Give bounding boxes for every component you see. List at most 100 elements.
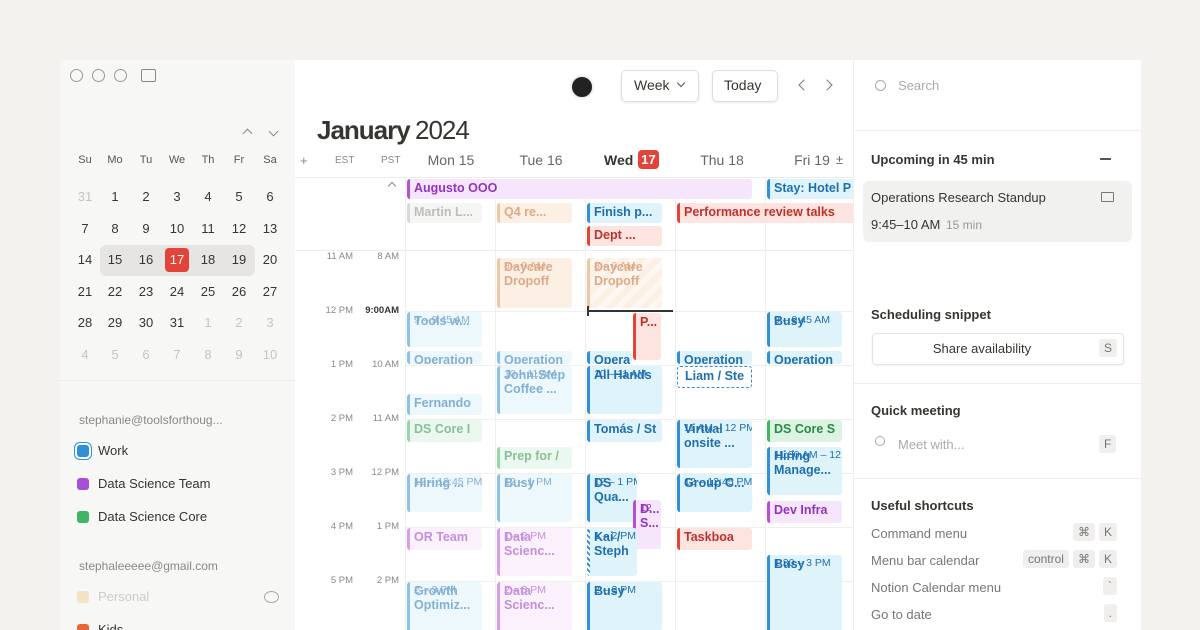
event[interactable]: Operation (407, 351, 482, 364)
view-button[interactable] (621, 70, 699, 102)
event[interactable]: DS Core I (407, 420, 482, 442)
today-button[interactable] (712, 70, 778, 102)
event[interactable]: Operation (767, 351, 842, 364)
date[interactable]: 1 (111, 189, 119, 204)
day-header[interactable]: Fri 19 (794, 152, 830, 168)
event[interactable]: Busy 2 – 3 PM (587, 582, 662, 630)
date[interactable]: 22 (107, 284, 123, 299)
date[interactable]: 25 (200, 284, 216, 299)
event[interactable]: Performance review talks (677, 203, 853, 223)
search-input[interactable]: Search (898, 78, 940, 93)
event[interactable]: Kai / Steph 1 – 2 PM (587, 528, 637, 576)
date[interactable]: 9 (235, 347, 243, 362)
date[interactable]: 2 (142, 189, 150, 204)
event[interactable]: Hiring ... 12 – 12:45 PM (407, 474, 482, 512)
date[interactable]: 29 (107, 315, 123, 330)
calendar-name[interactable]: Work (98, 443, 129, 458)
event[interactable]: DS Core S (767, 420, 842, 442)
calendar-swatch[interactable] (77, 624, 89, 630)
event[interactable]: DS Qua...12 – 1 PM (587, 474, 637, 522)
event[interactable]: OR Team (407, 528, 482, 550)
date[interactable]: 21 (77, 284, 93, 299)
date[interactable]: 17 (169, 252, 185, 267)
calendar-name[interactable]: Data Science Team (98, 476, 211, 491)
date[interactable]: 23 (138, 284, 154, 299)
date[interactable]: 10 (169, 221, 185, 236)
day-header[interactable]: Mon 15 (427, 152, 475, 168)
event[interactable]: Tomás / St (587, 420, 662, 442)
date[interactable]: 3 (173, 189, 181, 204)
calendar-name[interactable]: Data Science Core (98, 509, 208, 524)
date[interactable]: 8 (204, 347, 212, 362)
date[interactable]: 16 (138, 252, 154, 267)
collapse-allday[interactable] (387, 181, 397, 191)
date[interactable]: 5 (111, 347, 119, 362)
date[interactable]: 10 (262, 347, 278, 362)
meet-input[interactable]: Meet with... (898, 437, 965, 452)
calendar-swatch[interactable] (77, 591, 89, 603)
share-button[interactable] (872, 333, 1124, 365)
date[interactable]: 4 (204, 189, 212, 204)
event[interactable]: Data Scienc... 2 – 3 PM (497, 582, 572, 630)
calendar-swatch[interactable] (77, 445, 89, 457)
event[interactable]: Growth Optimiz... 2 – 3 PM (407, 582, 482, 630)
event[interactable]: Fernando (407, 394, 482, 415)
date[interactable]: 28 (77, 315, 93, 330)
event[interactable]: Liam / Ste (677, 366, 752, 388)
date[interactable]: 3 (266, 315, 274, 330)
event[interactable]: Prep for / (497, 447, 572, 469)
date[interactable]: 18 (200, 252, 216, 267)
event[interactable]: Augusto OOO (407, 179, 752, 199)
event[interactable]: John:Step Coffee ... 10 – 11 AM (497, 366, 572, 414)
prev-arrow[interactable] (798, 79, 810, 91)
date[interactable]: 5 (235, 189, 243, 204)
event[interactable]: Busy 12 – 1 PM (497, 474, 572, 522)
date[interactable]: 2 (235, 315, 243, 330)
date[interactable]: 15 (107, 252, 123, 267)
event[interactable]: Q4 re... (497, 203, 572, 223)
event[interactable]: D... S... 12 (633, 500, 661, 549)
day-header[interactable]: Tue 16 (519, 152, 563, 168)
next-arrow[interactable] (821, 79, 833, 91)
date[interactable]: 30 (138, 315, 154, 330)
date[interactable]: 14 (77, 252, 93, 267)
date[interactable]: 26 (231, 284, 247, 299)
event[interactable]: Finish p... (587, 203, 662, 223)
event[interactable]: Hiring Manage...11:30 AM – 12... (767, 447, 842, 495)
date[interactable]: 8 (111, 221, 119, 236)
window-button[interactable] (114, 69, 127, 82)
date[interactable]: 4 (81, 347, 89, 362)
date[interactable]: 31 (77, 189, 93, 204)
event[interactable]: Taskboa (677, 528, 752, 550)
event[interactable]: P... (633, 313, 661, 360)
event[interactable]: Dept ... (587, 226, 662, 246)
more-days[interactable]: ± (836, 152, 844, 167)
event[interactable]: Martin L... (407, 203, 482, 223)
date[interactable]: 7 (173, 347, 181, 362)
event[interactable]: Daycare Dropoff 8 – 9 AM (497, 258, 572, 308)
add-timezone[interactable]: + (300, 153, 308, 168)
calendar-name[interactable]: Personal (98, 589, 150, 604)
sidebar-toggle[interactable] (141, 69, 156, 82)
event[interactable]: Dev Infra (767, 501, 842, 523)
date[interactable]: 24 (169, 284, 185, 299)
event[interactable]: All Hands 10 – 11 AM (587, 366, 662, 414)
event[interactable]: Group C... 12 – 12:45 PM (677, 474, 752, 512)
date[interactable]: 12 (231, 221, 247, 236)
event[interactable]: Data Scienc... 1 – 2 PM (497, 528, 572, 576)
day-header[interactable]: Wed (604, 152, 634, 168)
event[interactable]: Tools w... 9 – 9:45 AM (407, 312, 482, 347)
calendar-name[interactable]: Kids (98, 622, 124, 630)
date[interactable]: 11 (201, 221, 215, 236)
calendar-swatch[interactable] (77, 478, 89, 490)
date[interactable]: 7 (81, 221, 89, 236)
window-button[interactable] (70, 69, 83, 82)
date[interactable]: 19 (231, 252, 247, 267)
date[interactable]: 6 (266, 189, 274, 204)
date[interactable]: 9 (142, 221, 150, 236)
date[interactable]: 13 (262, 221, 278, 236)
event[interactable]: Daycare Dropoff 8 – 9 AM (587, 258, 662, 308)
date[interactable]: 31 (169, 315, 185, 330)
event[interactable]: Opera (587, 351, 632, 364)
date[interactable]: 6 (142, 347, 150, 362)
